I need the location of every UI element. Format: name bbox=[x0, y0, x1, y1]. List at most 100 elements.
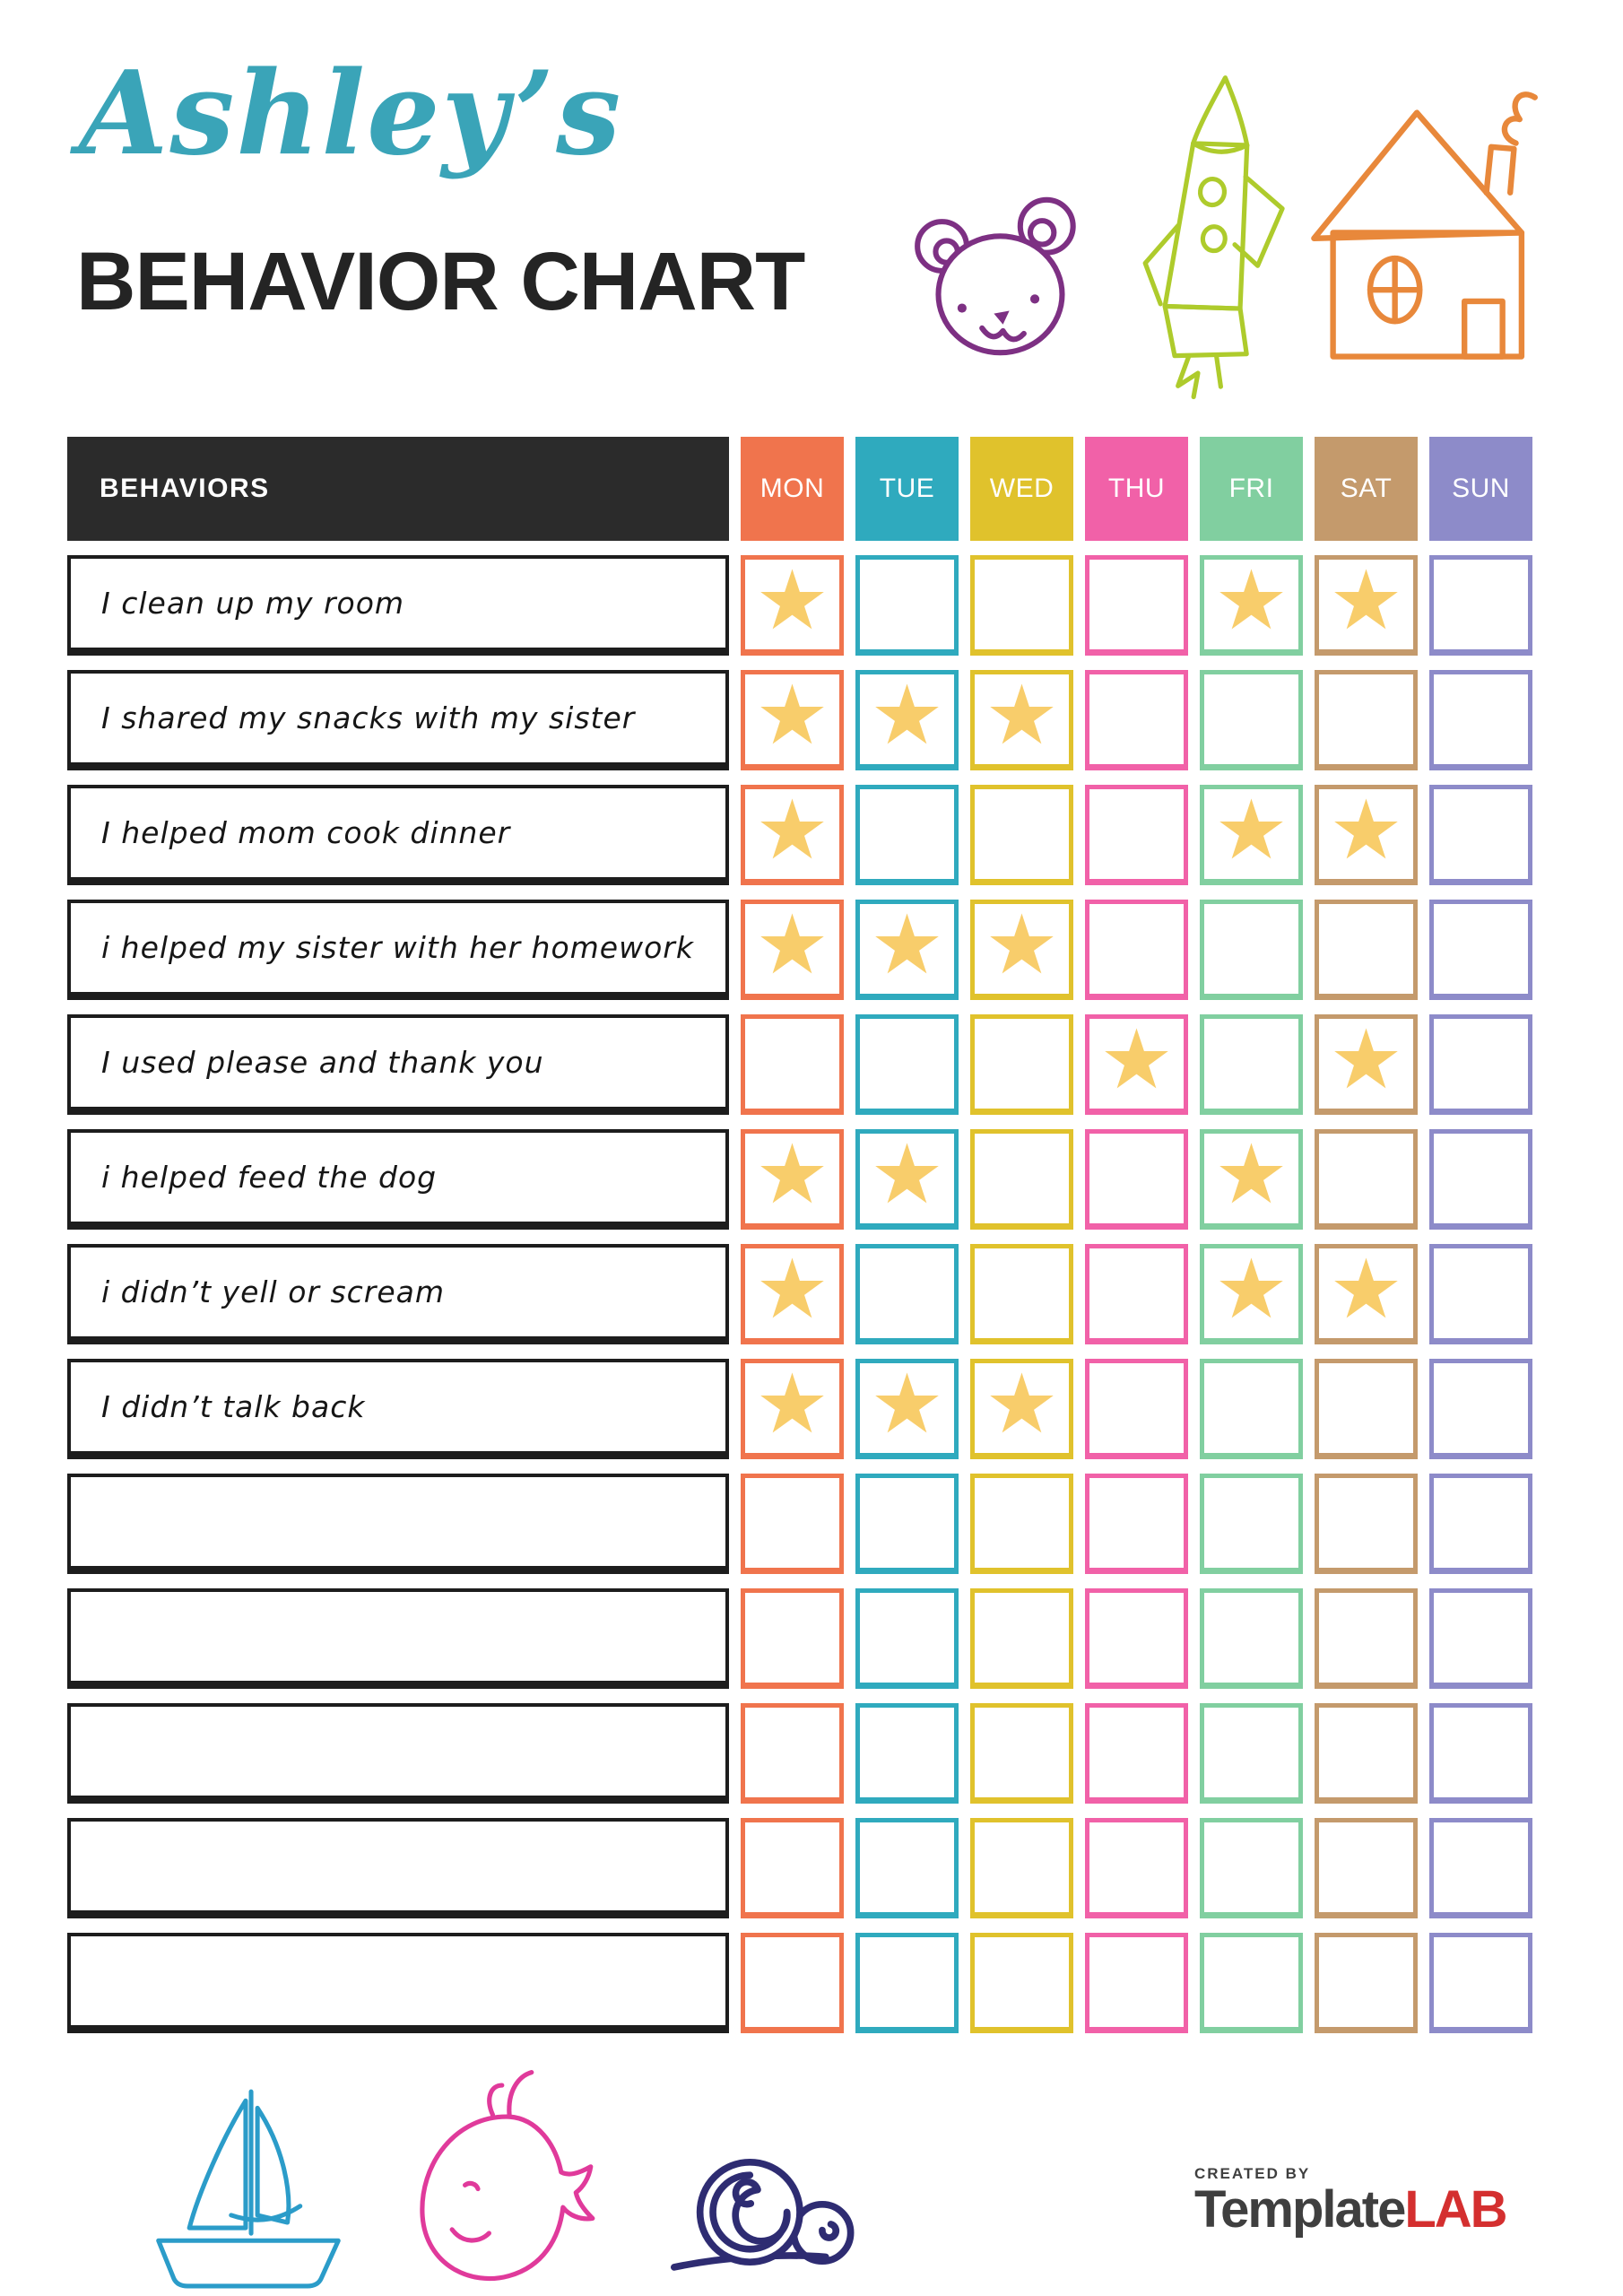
behavior-label-cell: i didn’t yell or scream bbox=[67, 1244, 729, 1344]
day-cell-thu-row13 bbox=[1085, 1933, 1188, 2033]
day-cell-mon-row8: ★ bbox=[741, 1359, 844, 1459]
star-icon: ★ bbox=[985, 1356, 1059, 1452]
behavior-label-cell: I clean up my room bbox=[67, 555, 729, 656]
day-cell-wed-row13 bbox=[970, 1933, 1073, 2033]
house-icon bbox=[1302, 88, 1560, 364]
day-cell-tue-row13 bbox=[855, 1933, 959, 2033]
star-icon: ★ bbox=[985, 897, 1059, 993]
day-cell-sat-row3: ★ bbox=[1315, 785, 1418, 885]
day-cell-sun-row1 bbox=[1429, 555, 1532, 656]
day-cell-tue-row5 bbox=[855, 1014, 959, 1115]
behavior-label-cell: I shared my snacks with my sister bbox=[67, 670, 729, 770]
day-header-sun: SUN bbox=[1429, 437, 1532, 541]
child-name-title: Ashley’s bbox=[79, 47, 623, 181]
behavior-label-cell bbox=[67, 1474, 729, 1574]
whale-icon bbox=[387, 2056, 628, 2291]
day-cell-tue-row1 bbox=[855, 555, 959, 656]
day-cell-mon-row7: ★ bbox=[741, 1244, 844, 1344]
day-cell-mon-row12 bbox=[741, 1818, 844, 1918]
footer-logo: CREATED BY TemplateLAB bbox=[1194, 2165, 1508, 2239]
day-cell-wed-row12 bbox=[970, 1818, 1073, 1918]
star-icon: ★ bbox=[1329, 1012, 1403, 1108]
star-icon: ★ bbox=[755, 667, 829, 763]
behavior-label: i helped feed the dog bbox=[101, 1160, 438, 1195]
day-cell-fri-row11 bbox=[1200, 1703, 1303, 1804]
day-cell-sun-row6 bbox=[1429, 1129, 1532, 1230]
day-cell-fri-row2 bbox=[1200, 670, 1303, 770]
behavior-label: I shared my snacks with my sister bbox=[101, 700, 636, 735]
behavior-label: I didn’t talk back bbox=[101, 1389, 366, 1424]
day-cell-tue-row2: ★ bbox=[855, 670, 959, 770]
day-cell-thu-row11 bbox=[1085, 1703, 1188, 1804]
day-cell-wed-row2: ★ bbox=[970, 670, 1073, 770]
day-cell-thu-row6 bbox=[1085, 1129, 1188, 1230]
day-cell-wed-row1 bbox=[970, 555, 1073, 656]
day-cell-sun-row7 bbox=[1429, 1244, 1532, 1344]
star-icon: ★ bbox=[985, 667, 1059, 763]
behavior-label: I helped mom cook dinner bbox=[101, 815, 511, 850]
star-icon: ★ bbox=[755, 1356, 829, 1452]
day-cell-tue-row12 bbox=[855, 1818, 959, 1918]
day-cell-mon-row9 bbox=[741, 1474, 844, 1574]
day-cell-sun-row12 bbox=[1429, 1818, 1532, 1918]
day-cell-sun-row5 bbox=[1429, 1014, 1532, 1115]
brand-name: TemplateLAB bbox=[1194, 2180, 1508, 2239]
day-cell-fri-row4 bbox=[1200, 900, 1303, 1000]
brand-template-text: Template bbox=[1194, 2180, 1406, 2239]
star-icon: ★ bbox=[1329, 782, 1403, 878]
day-header-wed: WED bbox=[970, 437, 1073, 541]
day-cell-sun-row10 bbox=[1429, 1588, 1532, 1689]
day-cell-fri-row13 bbox=[1200, 1933, 1303, 2033]
day-cell-sat-row13 bbox=[1315, 1933, 1418, 2033]
day-cell-wed-row7 bbox=[970, 1244, 1073, 1344]
behavior-label: i helped my sister with her homework bbox=[101, 930, 694, 965]
star-icon: ★ bbox=[755, 1241, 829, 1337]
page-title: BEHAVIOR CHART bbox=[76, 236, 805, 327]
day-cell-tue-row3 bbox=[855, 785, 959, 885]
day-cell-thu-row1 bbox=[1085, 555, 1188, 656]
day-cell-mon-row4: ★ bbox=[741, 900, 844, 1000]
day-cell-sun-row8 bbox=[1429, 1359, 1532, 1459]
day-cell-fri-row10 bbox=[1200, 1588, 1303, 1689]
day-cell-tue-row10 bbox=[855, 1588, 959, 1689]
behavior-label-cell: I helped mom cook dinner bbox=[67, 785, 729, 885]
day-cell-sat-row9 bbox=[1315, 1474, 1418, 1574]
day-cell-mon-row3: ★ bbox=[741, 785, 844, 885]
star-icon: ★ bbox=[755, 897, 829, 993]
day-cell-fri-row8 bbox=[1200, 1359, 1303, 1459]
day-cell-wed-row10 bbox=[970, 1588, 1073, 1689]
star-icon: ★ bbox=[755, 1126, 829, 1222]
day-header-sat: SAT bbox=[1315, 437, 1418, 541]
day-cell-thu-row5: ★ bbox=[1085, 1014, 1188, 1115]
day-cell-sun-row3 bbox=[1429, 785, 1532, 885]
star-icon: ★ bbox=[1099, 1012, 1174, 1108]
day-cell-sat-row7: ★ bbox=[1315, 1244, 1418, 1344]
day-header-mon: MON bbox=[741, 437, 844, 541]
star-icon: ★ bbox=[870, 897, 944, 993]
star-icon: ★ bbox=[1329, 1241, 1403, 1337]
behavior-label: I used please and thank you bbox=[101, 1045, 544, 1080]
day-header-fri: FRI bbox=[1200, 437, 1303, 541]
day-header-tue: TUE bbox=[855, 437, 959, 541]
day-cell-sat-row8 bbox=[1315, 1359, 1418, 1459]
behaviors-header-cell: BEHAVIORS bbox=[67, 437, 729, 541]
star-icon: ★ bbox=[1214, 1126, 1289, 1222]
star-icon: ★ bbox=[755, 782, 829, 878]
behavior-label-cell: i helped my sister with her homework bbox=[67, 900, 729, 1000]
day-cell-tue-row11 bbox=[855, 1703, 959, 1804]
day-cell-mon-row5 bbox=[741, 1014, 844, 1115]
day-cell-wed-row6 bbox=[970, 1129, 1073, 1230]
day-cell-mon-row11 bbox=[741, 1703, 844, 1804]
day-cell-mon-row1: ★ bbox=[741, 555, 844, 656]
rocket-icon bbox=[1132, 70, 1295, 404]
day-cell-wed-row3 bbox=[970, 785, 1073, 885]
star-icon: ★ bbox=[870, 1356, 944, 1452]
star-icon: ★ bbox=[1214, 782, 1289, 878]
day-cell-tue-row6: ★ bbox=[855, 1129, 959, 1230]
day-cell-wed-row9 bbox=[970, 1474, 1073, 1574]
day-cell-fri-row3: ★ bbox=[1200, 785, 1303, 885]
day-cell-thu-row7 bbox=[1085, 1244, 1188, 1344]
day-cell-wed-row5 bbox=[970, 1014, 1073, 1115]
star-icon: ★ bbox=[870, 1126, 944, 1222]
